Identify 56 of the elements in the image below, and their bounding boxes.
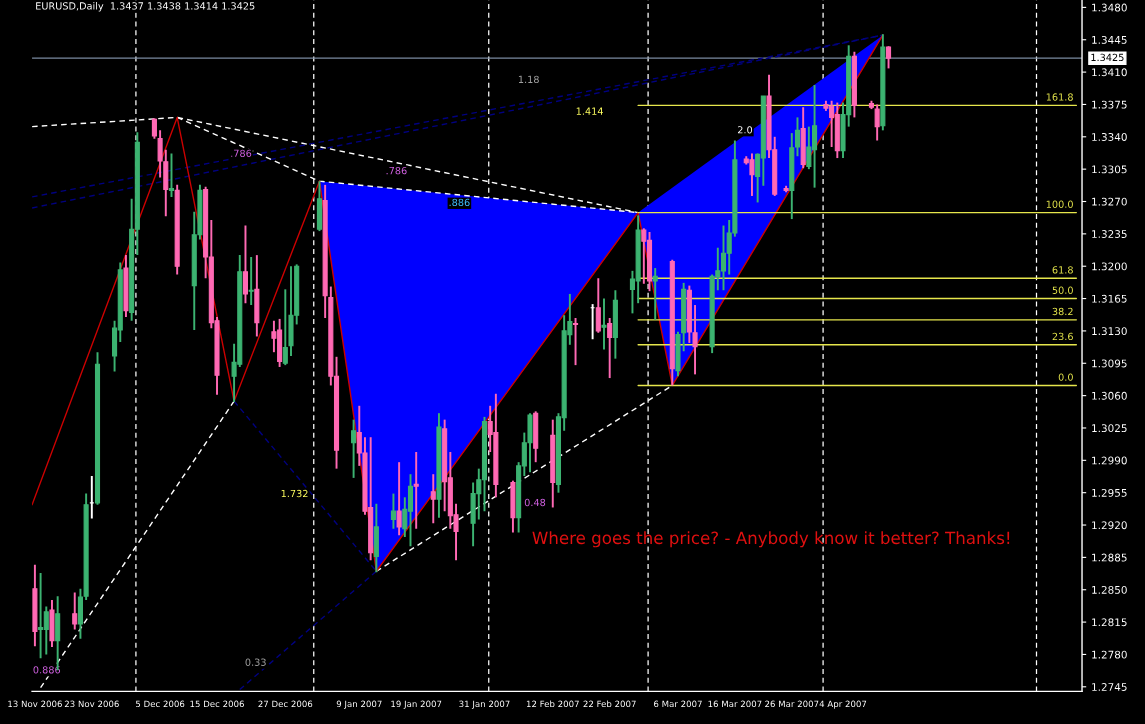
y-tick-label: 1.3340 <box>1092 133 1127 141</box>
x-tick-label: 4 Apr 2007 <box>819 700 867 709</box>
series-label: 61.8 <box>1052 266 1073 274</box>
y-tick-label: 1.2745 <box>1092 683 1127 691</box>
annotation: Where goes the price? - Anybody know it better? Thanks! <box>532 531 1010 548</box>
x-tick-label: 6 Mar 2007 <box>654 700 702 708</box>
y-tick-label: 1.3270 <box>1092 197 1127 206</box>
y-tick-label: 1.2920 <box>1092 521 1127 530</box>
y-tick-label: 1.2990 <box>1092 456 1127 465</box>
annotation: 2.0 <box>737 126 753 134</box>
annotation: 1.732 <box>281 489 308 498</box>
y-tick-label: 1.2885 <box>1092 553 1127 562</box>
ref-line-label: 1.3425 <box>1091 53 1124 62</box>
x-tick-label: 23 Nov 2006 <box>64 700 119 708</box>
annotation: 1.414 <box>576 107 603 115</box>
y-tick-label: 1.3480 <box>1092 3 1127 12</box>
x-tick-label: 19 Jan 2007 <box>391 700 442 709</box>
series-label: 161.8 <box>1046 93 1073 101</box>
x-tick-label: 31 Jan 2007 <box>459 700 510 709</box>
y-tick-label: 1.3165 <box>1092 294 1127 303</box>
y-tick-label: 1.3060 <box>1092 391 1127 400</box>
y-tick-label: 1.3200 <box>1092 262 1127 271</box>
x-tick-label: 15 Dec 2006 <box>190 700 244 708</box>
y-tick-label: 1.2955 <box>1092 488 1127 497</box>
series-label: 23.6 <box>1052 332 1073 341</box>
x-tick-label: 22 Feb 2007 <box>583 700 636 708</box>
y-tick-label: 1.3235 <box>1092 230 1127 238</box>
annotation: .786 <box>386 166 407 175</box>
x-tick-label: 13 Nov 2006 <box>8 700 62 708</box>
x-tick-label: 26 Mar 2007 <box>765 700 819 708</box>
annotation: 0.33 <box>245 658 266 666</box>
x-tick-label: 27 Dec 2006 <box>258 700 313 708</box>
y-tick-label: 1.3305 <box>1092 165 1127 174</box>
x-tick-label: 12 Feb 2007 <box>526 700 579 708</box>
y-tick-label: 1.3410 <box>1092 68 1127 77</box>
annotation: .786 <box>231 149 252 158</box>
chart-title: EURUSD,Daily 1.3437 1.3438 1.3414 1.3425 <box>36 2 255 12</box>
y-tick-label: 1.2850 <box>1092 585 1127 594</box>
y-tick-label: 1.3130 <box>1092 327 1127 336</box>
series-label: 100.0 <box>1046 200 1073 208</box>
annotation: 0.48 <box>524 498 546 507</box>
annotation: 0.886 <box>33 666 61 674</box>
x-tick-label: 16 Mar 2007 <box>708 700 762 708</box>
series-label: 0.0 <box>1058 373 1073 381</box>
y-tick-label: 1.2780 <box>1092 650 1127 659</box>
y-tick-label: 1.2815 <box>1092 618 1127 627</box>
y-tick-label: 1.3445 <box>1092 35 1127 44</box>
series-label: 38.2 <box>1052 307 1073 316</box>
x-tick-label: 5 Dec 2006 <box>136 700 185 708</box>
y-tick-label: 1.3375 <box>1092 100 1127 109</box>
annotation: 1.18 <box>518 75 539 84</box>
x-tick-label: 9 Jan 2007 <box>336 700 382 709</box>
annotation: .886 <box>449 198 470 207</box>
series-label: 50.0 <box>1052 286 1073 294</box>
y-tick-label: 1.3025 <box>1092 424 1127 433</box>
y-tick-label: 1.3095 <box>1092 359 1127 368</box>
